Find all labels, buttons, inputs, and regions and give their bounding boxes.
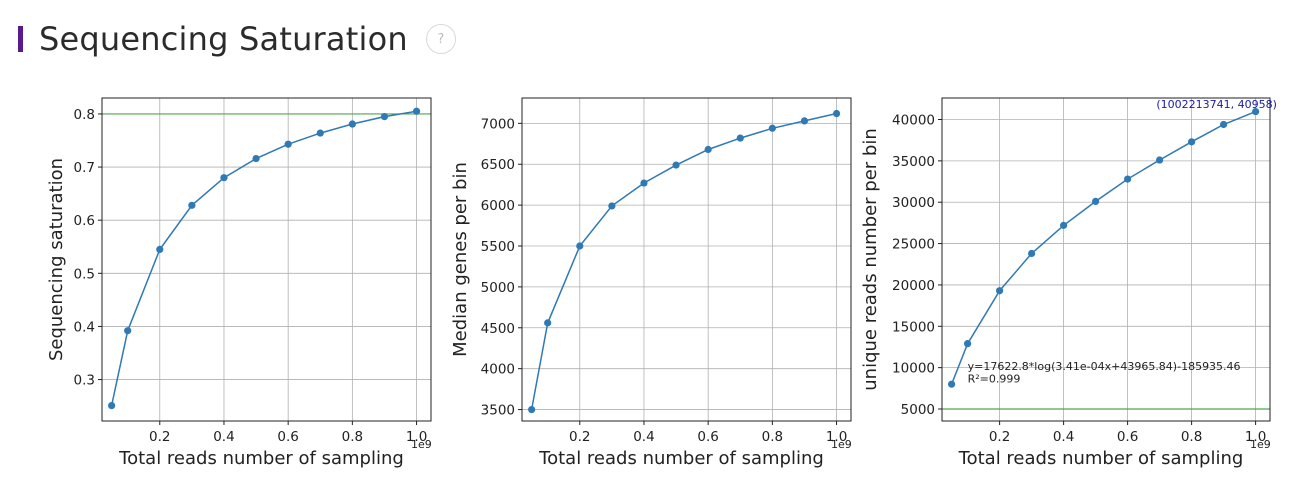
y-tick-label: 0.5 (74, 266, 95, 282)
x-tick-label: 0.2 (989, 429, 1010, 445)
y-tick-label: 15000 (892, 319, 935, 335)
x-tick-label: 0.6 (1117, 429, 1138, 445)
fit-equation-annotation: y=17622.8*log(3.41e-04x+43965.84)-185935… (968, 360, 1241, 373)
data-point (544, 319, 552, 327)
y-tick-label: 40000 (892, 113, 935, 129)
y-tick-label: 35000 (892, 154, 935, 170)
data-point (832, 109, 841, 118)
data-point (608, 202, 616, 210)
plot-frame (101, 97, 432, 422)
data-point (1124, 175, 1132, 183)
x-exponent-label: 1e9 (1250, 438, 1271, 451)
x-axis-label: Total reads number of sampling (538, 448, 824, 469)
data-point (576, 242, 584, 250)
data-point (948, 380, 956, 388)
data-point (996, 287, 1004, 295)
data-point (380, 112, 389, 121)
unique-reads-chart: 0.2 0.4 0.6 0.8 1.0 5000 10000 15000 20000 25000 3… (860, 97, 1277, 469)
median-genes-chart: 0.2 0.4 0.6 0.8 1.0 3500 4000 4500 5000 5500 6000 6… (450, 97, 852, 469)
data-point (108, 401, 116, 410)
y-tick-label: 4500 (481, 321, 515, 337)
x-tick-label: 0.4 (633, 429, 654, 445)
data-point (124, 327, 132, 335)
y-axis-label: Median genes per bin (450, 162, 471, 357)
x-tick-label: 1.0 (826, 429, 847, 445)
series-line (950, 110, 1256, 385)
data-point (768, 124, 776, 132)
x-exponent-label: 1e9 (831, 438, 852, 451)
section-header: Sequencing Saturation ? (18, 16, 456, 62)
data-point (736, 134, 744, 142)
data-point (1092, 197, 1100, 205)
data-point (672, 161, 680, 169)
data-point (188, 201, 196, 209)
y-tick-label: 0.3 (74, 373, 95, 389)
data-point (1252, 107, 1260, 116)
y-tick-label: 4000 (481, 362, 515, 378)
y-tick-label: 6000 (481, 198, 515, 214)
fit-equation-annotation: R²=0.999 (968, 373, 1021, 386)
data-point (1028, 249, 1036, 258)
x-tick-label: 0.2 (149, 429, 170, 445)
y-tick-label: 5000 (901, 402, 935, 418)
y-tick-label: 3500 (481, 403, 515, 419)
data-point (640, 179, 648, 187)
x-tick-label: 0.8 (762, 429, 783, 445)
data-point (316, 129, 324, 137)
title-accent-bar (18, 26, 23, 52)
data-point (528, 405, 536, 414)
y-tick-label: 6500 (481, 157, 515, 173)
data-point (1156, 156, 1164, 164)
y-tick-label: 0.6 (74, 213, 95, 229)
y-tick-label: 5500 (481, 239, 515, 255)
x-tick-label: 0.2 (569, 429, 590, 445)
y-axis-label: Sequencing saturation (46, 158, 67, 361)
y-tick-label: 10000 (892, 361, 935, 377)
y-tick-label: 30000 (892, 195, 935, 211)
y-tick-label: 0.7 (74, 160, 95, 176)
x-tick-label: 1.0 (1245, 429, 1266, 445)
y-tick-label: 20000 (892, 278, 935, 294)
x-axis-label: Total reads number of sampling (118, 448, 404, 469)
x-tick-label: 0.8 (342, 429, 363, 445)
data-point (252, 154, 260, 163)
y-axis-label: unique reads number per bin (860, 128, 881, 391)
plot-frame (521, 97, 852, 422)
x-exponent-label: 1e9 (411, 438, 432, 451)
y-tick-label: 7000 (481, 116, 515, 132)
help-icon[interactable]: ? (425, 24, 456, 54)
saturation-chart: 0.2 0.4 0.6 0.8 1.0 0.3 0.4 0.5 0.6 0.7 0.8 1e9 Tota… (46, 97, 432, 469)
x-tick-label: 0.6 (277, 429, 298, 445)
data-point (964, 340, 972, 348)
y-tick-label: 5000 (481, 280, 515, 296)
x-tick-label: 0.8 (1181, 429, 1202, 445)
data-point (412, 107, 421, 115)
page-title: Sequencing Saturation (39, 20, 408, 58)
x-tick-label: 1.0 (406, 429, 427, 445)
data-point (1060, 221, 1068, 229)
data-point (1220, 120, 1228, 129)
series-line (110, 110, 417, 406)
data-point (1188, 138, 1196, 146)
data-point (284, 140, 292, 148)
point-annotation: (1002213741, 40958) (1156, 98, 1277, 111)
series-line (530, 112, 837, 410)
data-point (800, 117, 809, 125)
x-tick-label: 0.4 (1053, 429, 1074, 445)
y-tick-label: 0.4 (74, 319, 95, 335)
data-point (348, 120, 356, 128)
x-tick-label: 0.6 (697, 429, 718, 445)
plot-frame (941, 97, 1271, 422)
x-tick-label: 0.4 (213, 429, 234, 445)
y-tick-label: 0.8 (74, 107, 95, 123)
data-point (704, 145, 712, 154)
x-axis-label: Total reads number of sampling (958, 448, 1244, 469)
data-point (220, 174, 228, 182)
data-point (156, 245, 164, 254)
y-tick-label: 25000 (892, 237, 935, 253)
